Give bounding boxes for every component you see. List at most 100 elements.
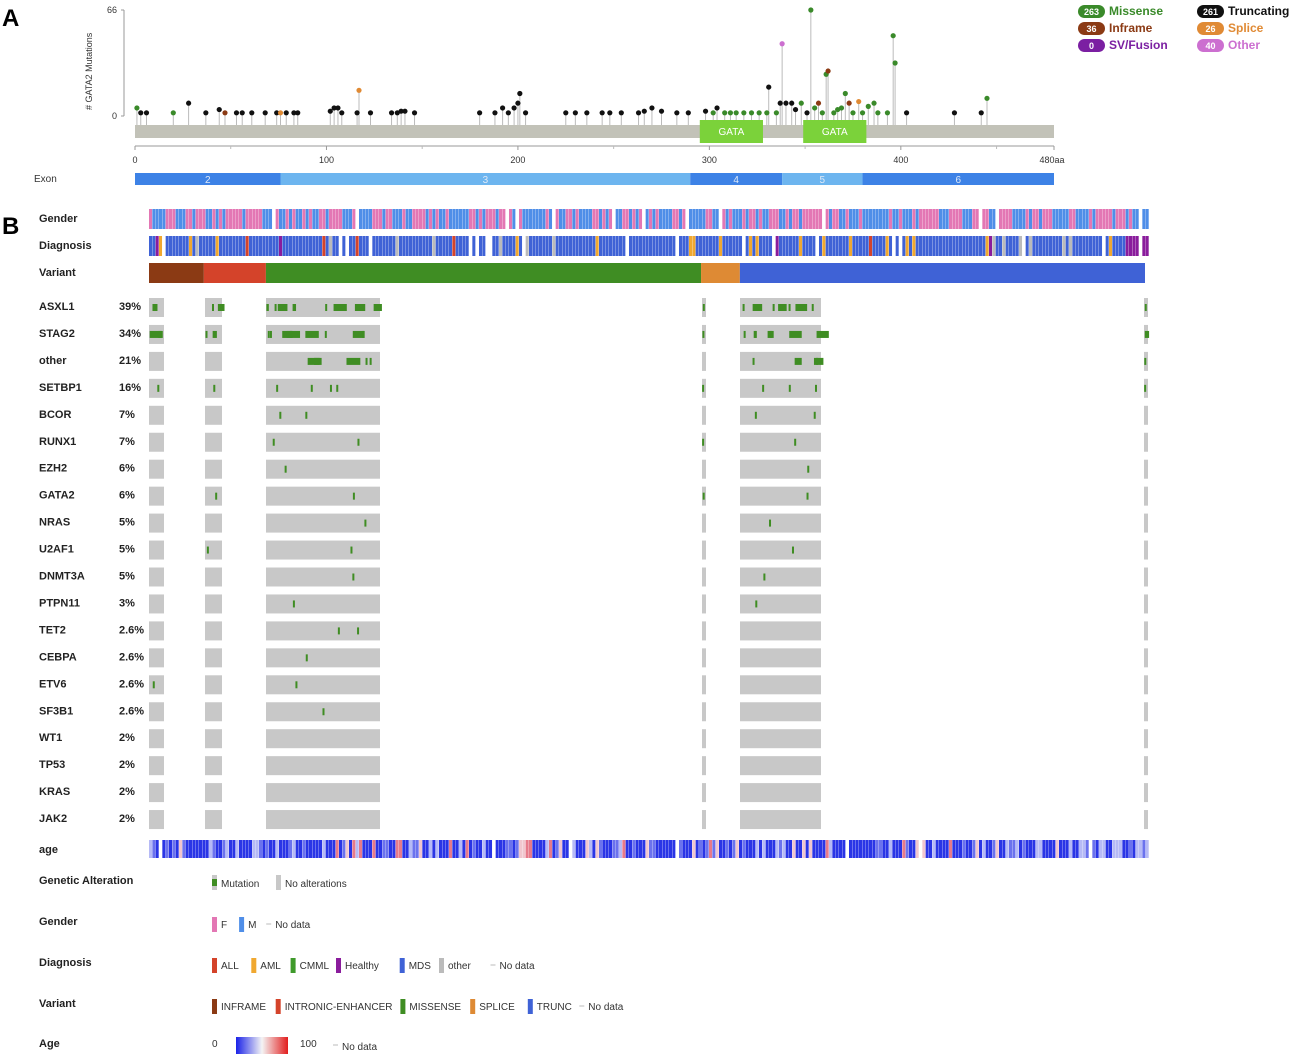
diagnosis-cell bbox=[629, 236, 633, 256]
exon-4 bbox=[690, 173, 783, 185]
gene-name-wt1: WT1 bbox=[39, 732, 62, 744]
age-cell bbox=[529, 840, 533, 858]
gene-name-ptpn11: PTPN11 bbox=[39, 597, 80, 609]
age-cell bbox=[985, 840, 989, 858]
mutation-type-legend: 263 Missense 261 Truncating 36 Inframe 26 Splic… bbox=[1078, 4, 1289, 52]
age-cell bbox=[602, 840, 606, 858]
age-cell bbox=[379, 840, 383, 858]
mutation-mark bbox=[292, 600, 295, 608]
diagnosis-cell bbox=[182, 236, 186, 256]
gender-cell bbox=[395, 209, 399, 229]
gender-cell bbox=[769, 209, 773, 229]
age-cell bbox=[532, 840, 536, 858]
age-cell bbox=[1105, 840, 1109, 858]
age-cell bbox=[779, 840, 783, 858]
gene-name-runx1: RUNX1 bbox=[39, 436, 76, 448]
diagnosis-cell bbox=[1019, 236, 1023, 256]
gender-cell bbox=[702, 209, 706, 229]
no-alteration-block bbox=[266, 298, 380, 317]
diagnosis-cell bbox=[525, 236, 529, 256]
no-alteration-block bbox=[149, 540, 164, 560]
diagnosis-cell bbox=[265, 236, 269, 256]
gender-cell bbox=[1072, 209, 1076, 229]
age-cell bbox=[765, 840, 769, 858]
age-cell bbox=[299, 840, 303, 858]
diagnosis-cell bbox=[859, 236, 863, 256]
diagnosis-cell bbox=[389, 236, 393, 256]
no-alteration-block bbox=[740, 621, 821, 641]
diagnosis-cell bbox=[895, 236, 899, 256]
age-cell bbox=[325, 840, 329, 858]
variant-legend-label: MISSENSE bbox=[409, 1002, 461, 1013]
diagnosis-cell bbox=[149, 236, 153, 256]
diagnosis-cell bbox=[1082, 236, 1086, 256]
no-alteration-block bbox=[1144, 513, 1148, 533]
age-cell bbox=[392, 840, 396, 858]
lollipop-head bbox=[477, 110, 483, 116]
no-alteration-block bbox=[205, 648, 222, 668]
gender-cell bbox=[1042, 209, 1046, 229]
diagnosis-cell bbox=[509, 236, 513, 256]
gender-cell bbox=[409, 209, 413, 229]
gender-cell bbox=[825, 209, 829, 229]
diagnosis-legend-label: other bbox=[448, 961, 471, 972]
age-cell bbox=[875, 840, 879, 858]
no-alteration-block bbox=[1144, 405, 1148, 425]
x-tick-label: 100 bbox=[319, 155, 334, 165]
diagnosis-cell bbox=[759, 236, 763, 256]
age-cell bbox=[519, 840, 523, 858]
lollipop-head bbox=[815, 100, 822, 106]
age-cell bbox=[219, 840, 223, 858]
lollipop-head bbox=[658, 108, 665, 114]
diagnosis-cell bbox=[809, 236, 813, 256]
diagnosis-cell bbox=[735, 236, 739, 256]
no-alteration-block bbox=[740, 783, 821, 803]
no-alteration-block bbox=[1144, 621, 1148, 641]
age-cell bbox=[189, 840, 193, 858]
age-cell bbox=[659, 840, 663, 858]
gender-cell bbox=[1035, 209, 1039, 229]
diagnosis-cell bbox=[885, 236, 889, 256]
mutation-mark bbox=[702, 384, 705, 392]
lollipop-head bbox=[505, 110, 511, 116]
age-cell bbox=[262, 840, 266, 858]
age-cell bbox=[729, 840, 733, 858]
gender-cell bbox=[772, 209, 776, 229]
diagnosis-cell bbox=[1112, 236, 1116, 256]
age-cell bbox=[712, 840, 716, 858]
gender-cell bbox=[1009, 209, 1013, 229]
mutation-mark bbox=[269, 330, 272, 338]
track-label-variant: Variant bbox=[39, 267, 76, 279]
diagnosis-cell bbox=[1135, 236, 1139, 256]
diagnosis-cell bbox=[439, 236, 443, 256]
diagnosis-cell bbox=[1005, 236, 1009, 256]
age-cell bbox=[342, 840, 346, 858]
gender-cell bbox=[712, 209, 716, 229]
no-alteration-block bbox=[702, 405, 706, 425]
lollipop-head bbox=[777, 100, 783, 106]
age-min-label: 0 bbox=[212, 1039, 218, 1050]
age-cell bbox=[175, 840, 179, 858]
gender-cell bbox=[222, 209, 226, 229]
diagnosis-cell bbox=[849, 236, 853, 256]
diagnosis-cell bbox=[1129, 236, 1133, 256]
age-cell bbox=[335, 840, 339, 858]
legend-label: Inframe bbox=[1109, 21, 1153, 35]
gender-cell bbox=[962, 209, 966, 229]
age-cell bbox=[1042, 840, 1046, 858]
diagnosis-cell bbox=[242, 236, 246, 256]
gene-pct: 2% bbox=[119, 786, 135, 798]
diagnosis-cell bbox=[945, 236, 949, 256]
gender-cell bbox=[299, 209, 303, 229]
diagnosis-cell bbox=[549, 236, 553, 256]
age-cell bbox=[149, 840, 153, 858]
diagnosis-cell bbox=[665, 236, 669, 256]
no-alteration-block bbox=[740, 810, 821, 830]
mutation-mark bbox=[755, 600, 758, 608]
gene-name-bcor: BCOR bbox=[39, 409, 71, 421]
gender-cell bbox=[549, 209, 553, 229]
age-cell bbox=[799, 840, 803, 858]
lollipop-head bbox=[884, 110, 891, 116]
age-cell bbox=[575, 840, 579, 858]
gender-cell bbox=[165, 209, 169, 229]
